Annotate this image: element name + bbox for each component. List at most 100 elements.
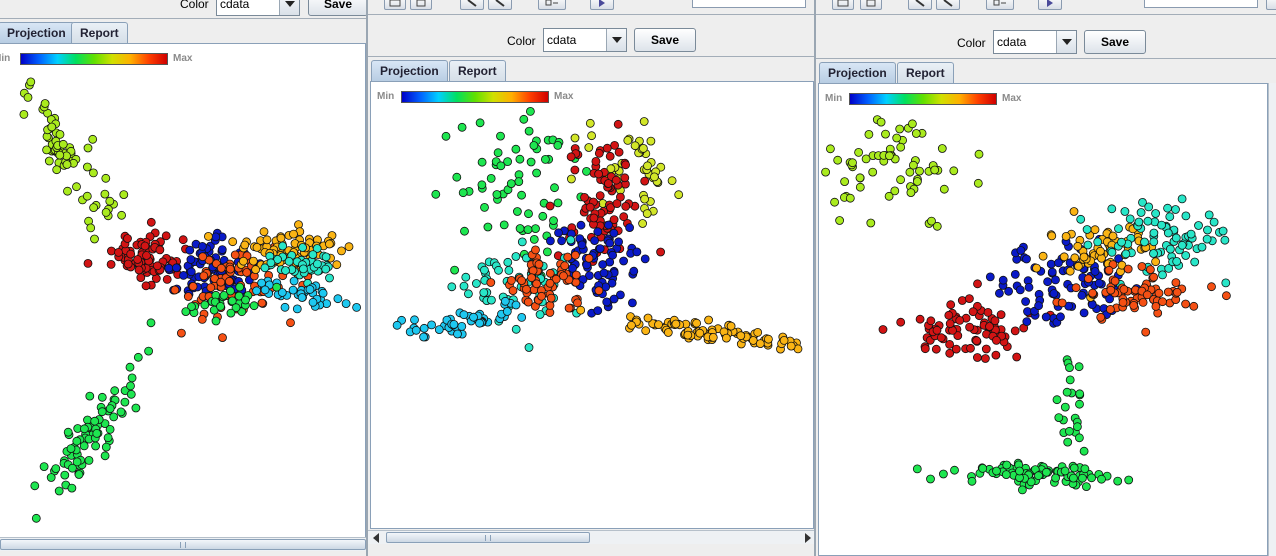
scatter-point [278, 241, 288, 251]
scatter-point [511, 324, 521, 334]
scatter-point [1046, 259, 1056, 269]
scatter-point [566, 174, 576, 184]
play-button[interactable] [1038, 0, 1062, 10]
horizontal-scrollbar[interactable] [0, 537, 368, 551]
scatter-point [325, 273, 334, 283]
tab-report[interactable]: Report [449, 60, 506, 81]
scatter-point [663, 328, 673, 337]
scatter-point [186, 267, 196, 277]
vertical-scrollbar[interactable] [1268, 83, 1276, 556]
scatter-point [52, 165, 62, 175]
scatter-point [585, 118, 595, 128]
scatter-point [506, 275, 516, 285]
scatter-point [545, 300, 555, 310]
scatter-point [531, 245, 540, 255]
scatter-point [526, 157, 536, 167]
horizontal-scrollbar[interactable] [368, 530, 816, 544]
scatter-point [26, 77, 36, 87]
scatter-point [308, 250, 318, 260]
scatter-point [930, 165, 940, 175]
scatter-point [1087, 300, 1097, 310]
scatter-point [1079, 252, 1089, 262]
window-left: Color cdata Save Projection Report Min M… [0, 0, 368, 556]
scatter-point [23, 93, 33, 102]
scatter-point [211, 232, 221, 242]
scatter-point [259, 227, 269, 237]
layout-button[interactable] [538, 0, 566, 10]
tab-projection[interactable]: Projection [371, 60, 448, 81]
scatter-point [542, 247, 552, 257]
color-select[interactable]: cdata [543, 28, 627, 52]
scatter-point [878, 325, 888, 334]
tab-report[interactable]: Report [897, 62, 954, 83]
tab-projection[interactable]: Projection [819, 62, 896, 83]
zoom-in-icon [467, 0, 477, 7]
scatter-point [1105, 304, 1115, 314]
zoom-out-button[interactable] [488, 0, 512, 10]
scatter-point [44, 156, 54, 166]
scatter-point [619, 256, 629, 266]
scatter-point [257, 298, 267, 308]
scatter-point [683, 330, 693, 340]
save-button[interactable]: Save [634, 28, 696, 52]
scatter-point [1149, 237, 1159, 247]
print-button[interactable] [832, 0, 854, 10]
scatter-plot[interactable] [0, 44, 366, 539]
scroll-left-icon[interactable] [372, 533, 380, 543]
chevron-down-icon[interactable] [279, 0, 299, 15]
scatter-point [517, 276, 527, 286]
color-select[interactable]: cdata [216, 0, 300, 16]
scatter-point [915, 166, 924, 176]
copy-button[interactable] [860, 0, 882, 10]
scatter-point [1054, 258, 1063, 268]
scrollbar-thumb[interactable] [0, 539, 366, 550]
chevron-down-icon[interactable] [1056, 31, 1076, 53]
layout-button[interactable] [986, 0, 1014, 10]
scatter-point [512, 207, 522, 216]
scatter-point [1049, 289, 1059, 298]
scatter-point [288, 285, 298, 295]
toolbar-input[interactable] [692, 0, 806, 8]
tab-projection[interactable]: Projection [0, 22, 75, 43]
scatter-point [550, 183, 559, 193]
scroll-right-icon[interactable] [804, 533, 812, 543]
toolbar-input[interactable] [1144, 0, 1258, 8]
scatter-plot[interactable] [819, 84, 1268, 556]
scatter-point [260, 285, 270, 295]
scatter-point [1060, 402, 1070, 412]
zoom-in-button[interactable] [908, 0, 932, 10]
scatter-point [1149, 249, 1158, 258]
scatter-point [1171, 278, 1181, 288]
color-select[interactable]: cdata [993, 30, 1077, 54]
scatter-point [1082, 225, 1092, 234]
tab-report[interactable]: Report [71, 22, 128, 43]
extra-button[interactable] [1266, 0, 1276, 10]
copy-button[interactable] [410, 0, 432, 10]
scatter-point [896, 317, 906, 327]
scatter-point [671, 319, 681, 329]
chevron-down-icon[interactable] [606, 29, 626, 51]
scatter-plot[interactable] [371, 82, 814, 529]
scatter-point [171, 263, 181, 273]
color-select-value: cdata [547, 33, 577, 47]
scatter-point [612, 199, 622, 208]
scatter-point [114, 247, 123, 257]
scatter-point [605, 151, 615, 161]
scatter-point [105, 404, 115, 414]
scatter-point [521, 284, 531, 294]
scatter-point [609, 228, 619, 238]
print-button[interactable] [384, 0, 406, 10]
save-button[interactable]: Save [1084, 30, 1146, 54]
scatter-point [1083, 240, 1093, 250]
scatter-point [126, 249, 136, 259]
scatter-point [289, 229, 298, 239]
scatter-point [1104, 265, 1114, 275]
zoom-out-button[interactable] [936, 0, 960, 10]
save-button[interactable]: Save [308, 0, 368, 16]
scatter-point [117, 210, 126, 220]
scrollbar-thumb[interactable] [386, 532, 590, 543]
scatter-point [945, 339, 955, 349]
play-button[interactable] [590, 0, 614, 10]
zoom-in-button[interactable] [460, 0, 484, 10]
scatter-point [434, 325, 444, 335]
